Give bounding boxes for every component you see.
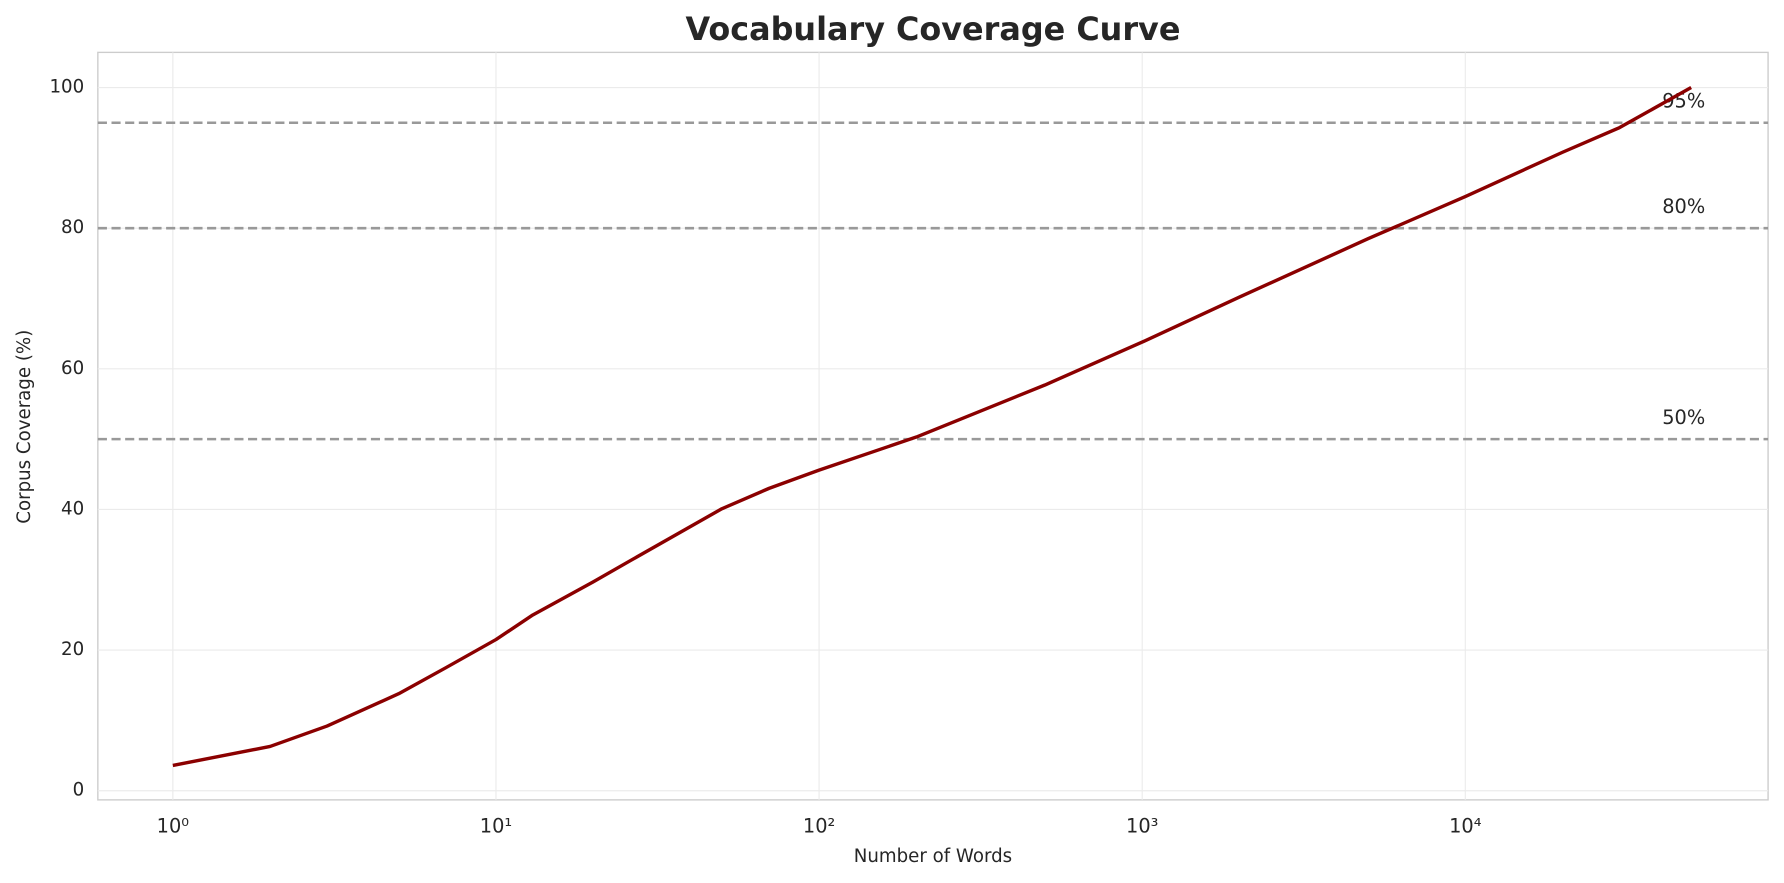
reference-label: 80%: [1662, 195, 1705, 218]
y-axis-label: Corpus Coverage (%): [14, 330, 35, 524]
plot-frame: [97, 51, 1769, 801]
y-tick-label: 20: [61, 639, 84, 660]
x-tick-label: 10³: [1126, 815, 1158, 838]
x-axis-label: Number of Words: [854, 846, 1012, 867]
x-tick-label: 10¹: [480, 815, 512, 838]
y-tick-label: 40: [61, 498, 84, 519]
x-tick-label: 10²: [803, 815, 835, 838]
y-tick-label: 0: [73, 780, 85, 801]
chart-title: Vocabulary Coverage Curve: [685, 10, 1180, 48]
x-tick-label: 10⁰: [157, 815, 190, 838]
reference-label: 50%: [1662, 406, 1705, 429]
y-tick-label: 60: [61, 358, 84, 379]
reference-label: 95%: [1662, 90, 1705, 113]
data-line: [172, 86, 1692, 768]
y-tick-label: 100: [49, 77, 84, 98]
x-tick-label: 10⁴: [1449, 815, 1482, 838]
y-tick-label: 80: [61, 217, 84, 238]
